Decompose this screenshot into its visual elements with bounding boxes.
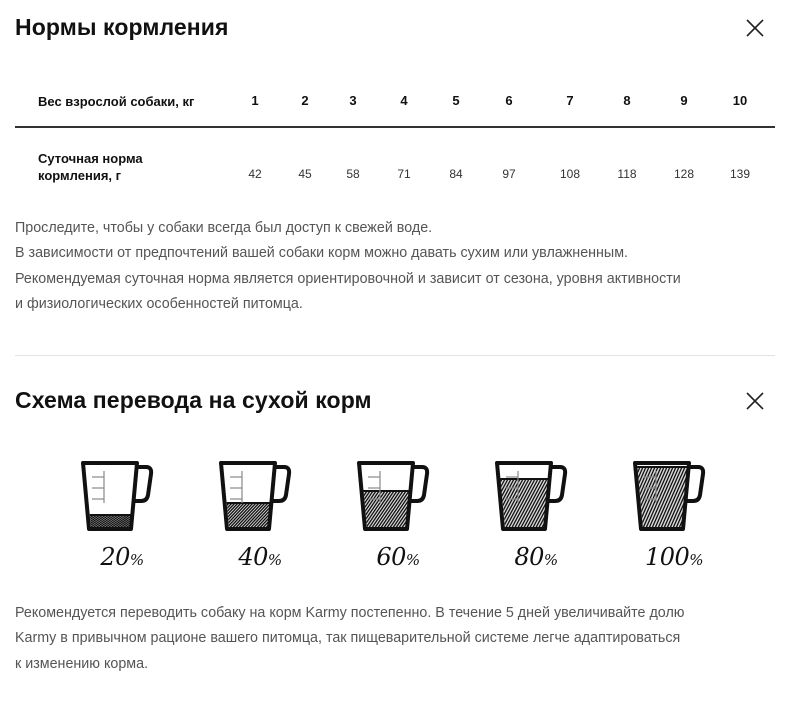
measuring-cup-icon	[633, 461, 706, 531]
table-header-row: Вес взрослой собаки, кг 1 2 3 4 5 6 7 8 …	[15, 80, 775, 124]
close-feeding-norms-button[interactable]	[744, 17, 766, 39]
weight-cell: 6	[505, 93, 513, 108]
percent-value: 80	[514, 543, 544, 571]
weight-cell: 9	[680, 93, 688, 108]
measuring-cup-100	[630, 455, 708, 535]
amount-cell: 42	[248, 167, 262, 181]
table-divider	[15, 126, 775, 128]
feeding-note-line: В зависимости от предпочтений вашей соба…	[15, 245, 629, 262]
percent-value: 100	[644, 543, 690, 571]
table-row: Суточная норма кормления, г 42 45 58 71 …	[15, 148, 775, 188]
weight-cell: 3	[349, 93, 357, 108]
measuring-cup-80	[492, 455, 570, 535]
percent-sign: %	[543, 551, 558, 569]
amount-cell: 108	[559, 167, 581, 181]
weight-cell: 1	[251, 93, 259, 108]
feeding-norms-table: Вес взрослой собаки, кг 1 2 3 4 5 6 7 8 …	[15, 80, 775, 183]
close-icon	[746, 392, 764, 410]
transition-notes: Рекомендуется переводить собаку на корм …	[15, 601, 685, 677]
weight-cell: 2	[301, 93, 309, 108]
close-icon	[746, 19, 764, 37]
feeding-norms-title: Нормы кормления	[15, 14, 229, 40]
amount-cell: 128	[673, 167, 695, 181]
amount-cell: 84	[449, 167, 463, 181]
weight-cell: 4	[400, 93, 408, 108]
percent-sign: %	[267, 551, 282, 569]
percent-value: 40	[238, 543, 268, 571]
weight-cell: 10	[732, 93, 748, 108]
transition-note-line: Karmy в привычном рационе вашего питомца…	[15, 630, 681, 647]
percent-sign: %	[405, 551, 420, 569]
measuring-cup-icon	[81, 461, 154, 531]
percent-label: 100%	[635, 543, 713, 571]
percent-value: 20	[100, 543, 130, 571]
daily-norm-label-line2: кормления, г	[38, 168, 122, 183]
daily-norm-label: Суточная норма кормления, г	[38, 150, 143, 184]
weight-header-label: Вес взрослой собаки, кг	[38, 94, 195, 109]
feeding-note-line: Проследите, чтобы у собаки всегда был до…	[15, 220, 433, 236]
feeding-note-line: Рекомендуемая суточная норма является ор…	[15, 270, 681, 287]
measuring-cup-icon	[357, 461, 430, 531]
measuring-cup-icon	[495, 461, 568, 531]
amount-cell: 118	[617, 167, 637, 181]
measuring-cup-40	[216, 455, 294, 535]
amount-cell: 71	[397, 167, 411, 181]
feeding-notes: Проследите, чтобы у собаки всегда был до…	[15, 216, 681, 317]
weight-cell: 7	[566, 93, 574, 108]
percent-label: 60%	[359, 543, 437, 571]
transition-note-line: к изменению корма.	[15, 655, 149, 672]
daily-norm-label-line1: Суточная норма	[38, 151, 143, 166]
measuring-cup-icon	[219, 461, 292, 531]
transition-note-line: Рекомендуется переводить собаку на корм …	[15, 605, 685, 621]
measuring-cup-60	[354, 455, 432, 535]
measuring-cup-20	[78, 455, 156, 535]
percent-label: 40%	[221, 543, 299, 571]
amount-cell: 97	[502, 167, 516, 181]
weight-cell: 8	[623, 93, 631, 108]
percent-value: 60	[376, 543, 406, 571]
weight-cell: 5	[452, 93, 460, 108]
percent-sign: %	[689, 551, 704, 569]
transition-scheme-title: Схема перевода на сухой корм	[15, 387, 372, 413]
feeding-note-line: и физиологических особенностей питомца.	[15, 295, 303, 312]
close-transition-scheme-button[interactable]	[744, 390, 766, 412]
section-separator	[15, 355, 775, 356]
percent-label: 80%	[497, 543, 575, 571]
percent-sign: %	[129, 551, 144, 569]
percent-label: 20%	[83, 543, 161, 571]
amount-cell: 139	[729, 167, 751, 181]
amount-cell: 58	[346, 167, 360, 181]
amount-cell: 45	[298, 167, 312, 181]
